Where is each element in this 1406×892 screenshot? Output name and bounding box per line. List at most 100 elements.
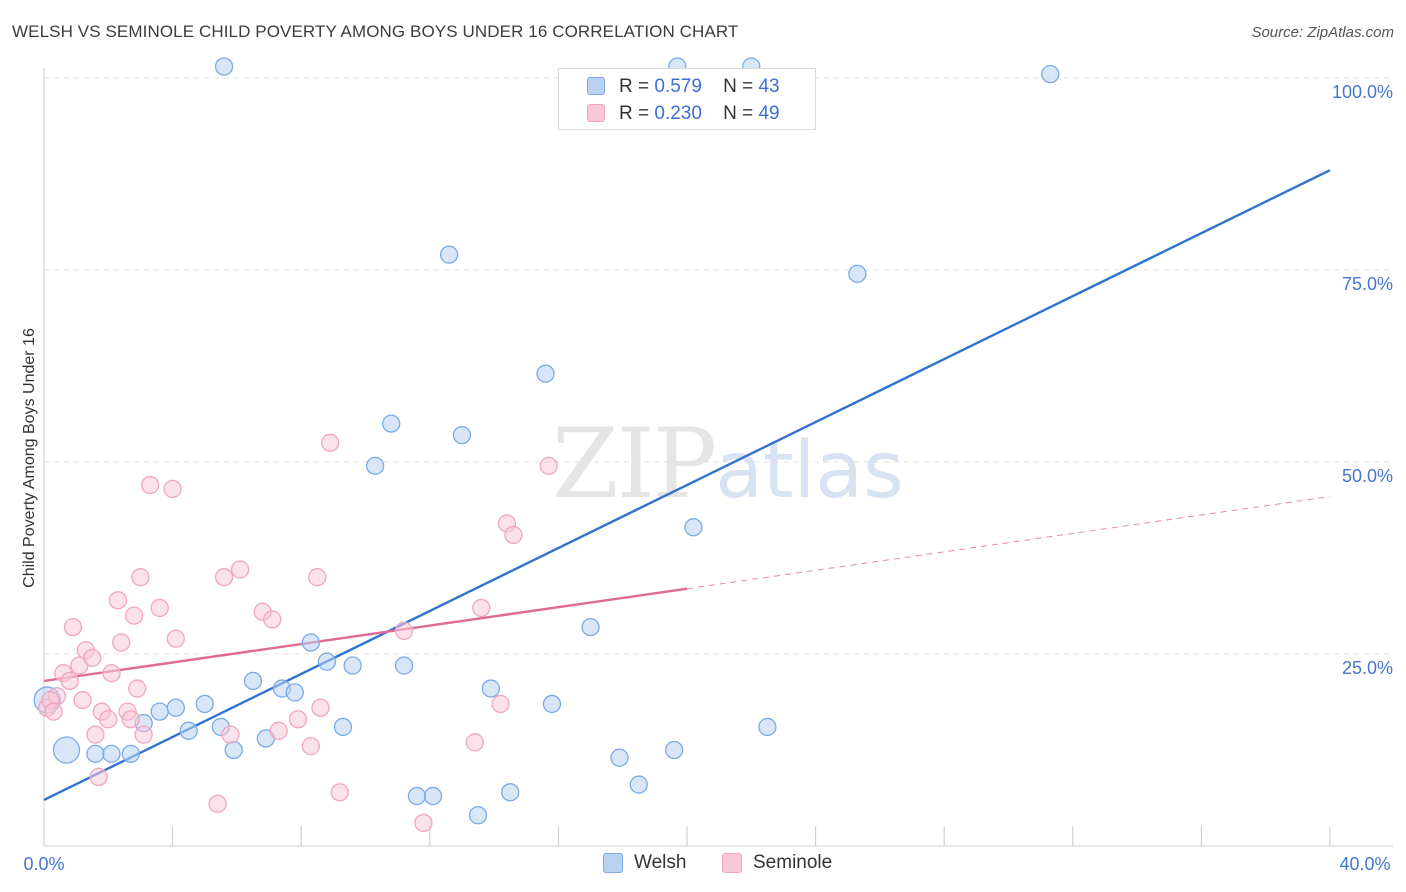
stats-legend: R = 0.579 N = 43 R = 0.230 N = 49: [558, 68, 816, 130]
legend-text-welsh: R = 0.579 N = 43: [619, 76, 780, 98]
point-welsh: [121, 744, 140, 763]
point-welsh: [439, 245, 459, 264]
legend-n-label: N =: [723, 103, 754, 124]
point-welsh: [102, 744, 121, 763]
point-welsh: [629, 775, 648, 794]
point-welsh: [394, 656, 414, 675]
point-welsh: [214, 57, 234, 76]
point-seminole: [166, 629, 185, 648]
point-seminole: [99, 710, 118, 729]
point-welsh: [423, 786, 443, 806]
series-label-seminole: Seminole: [753, 852, 833, 873]
point-welsh: [536, 364, 555, 383]
point-seminole: [491, 694, 510, 714]
point-welsh: [581, 617, 600, 637]
point-welsh: [1041, 65, 1060, 84]
point-seminole: [301, 737, 320, 756]
point-seminole: [504, 525, 523, 545]
point-seminole: [230, 560, 250, 579]
point-welsh: [664, 740, 684, 760]
trend-layer: [43, 169, 1331, 801]
legend-r-value: 0.230: [654, 103, 702, 124]
point-welsh: [285, 683, 304, 702]
legend-text-seminole: R = 0.230 N = 49: [619, 103, 780, 125]
series-legend: Welsh Seminole: [0, 852, 1406, 878]
point-seminole: [112, 633, 131, 652]
watermark-atlas: atlas: [715, 426, 904, 516]
point-welsh: [610, 748, 629, 767]
legend-n-label: N =: [723, 76, 754, 97]
point-seminole: [214, 568, 234, 587]
trendline-extension-seminole: [686, 496, 1331, 590]
point-welsh: [179, 721, 198, 740]
series-label-welsh: Welsh: [634, 852, 687, 873]
point-welsh: [333, 717, 353, 737]
series-swatch-seminole: [722, 853, 742, 873]
point-seminole: [150, 598, 169, 618]
point-seminole: [394, 621, 414, 641]
point-seminole: [44, 702, 63, 721]
point-seminole: [221, 725, 240, 744]
point-welsh: [542, 694, 562, 714]
point-seminole: [102, 664, 121, 683]
x-tick-label-min: 0.0%: [23, 854, 64, 874]
point-welsh: [407, 786, 427, 806]
x-tick-label-max: 40.0%: [1339, 854, 1390, 874]
point-seminole: [330, 783, 349, 802]
point-seminole: [73, 690, 92, 710]
point-seminole: [208, 794, 227, 813]
y-tick-label: 75.0%: [1342, 274, 1393, 294]
legend-r-label: R =: [619, 103, 650, 124]
point-seminole: [124, 606, 144, 625]
point-seminole: [134, 725, 153, 744]
point-welsh: [52, 736, 81, 764]
point-seminole: [163, 479, 182, 499]
point-seminole: [89, 767, 108, 787]
point-seminole: [414, 813, 433, 833]
point-seminole: [121, 710, 140, 729]
legend-r-value: 0.579: [654, 76, 702, 97]
point-welsh: [848, 264, 867, 283]
point-seminole: [539, 456, 558, 475]
point-seminole: [140, 475, 160, 495]
point-seminole: [86, 725, 105, 744]
point-welsh: [501, 783, 520, 802]
point-layer: [33, 57, 1060, 833]
chart-title: WELSH VS SEMINOLE CHILD POVERTY AMONG BO…: [12, 22, 739, 41]
watermark-zip: ZIP: [552, 408, 717, 520]
point-seminole: [288, 710, 308, 729]
legend-n-value: 43: [758, 76, 780, 97]
legend-n-value: 49: [758, 103, 780, 124]
point-seminole: [83, 648, 102, 667]
y-tick-label: 25.0%: [1342, 658, 1393, 678]
point-seminole: [472, 598, 491, 618]
point-seminole: [263, 610, 282, 629]
legend-swatch-seminole: [587, 104, 605, 122]
point-welsh: [468, 806, 488, 825]
y-tick-label: 50.0%: [1342, 466, 1393, 486]
point-seminole: [308, 568, 327, 587]
point-welsh: [684, 518, 703, 537]
tick-label-layer: 25.0% 50.0% 75.0% 100.0% 0.0% 40.0%: [23, 82, 1393, 874]
point-welsh: [150, 702, 169, 721]
point-seminole: [131, 568, 150, 587]
point-seminole: [320, 433, 340, 452]
point-welsh: [365, 456, 385, 475]
point-seminole: [63, 617, 83, 637]
point-seminole: [269, 721, 288, 740]
point-welsh: [317, 652, 337, 671]
y-tick-label: 100.0%: [1332, 82, 1393, 102]
point-welsh: [758, 717, 777, 737]
point-seminole: [60, 671, 79, 691]
point-seminole: [128, 679, 147, 698]
legend-swatch-welsh: [587, 77, 605, 95]
point-welsh: [343, 656, 362, 675]
point-welsh: [382, 414, 401, 433]
point-seminole: [311, 698, 330, 717]
watermark: ZIPatlas: [552, 408, 904, 520]
point-welsh: [166, 698, 185, 717]
point-welsh: [481, 679, 501, 698]
legend-r-label: R =: [619, 76, 650, 97]
trendline-seminole: [43, 587, 688, 683]
